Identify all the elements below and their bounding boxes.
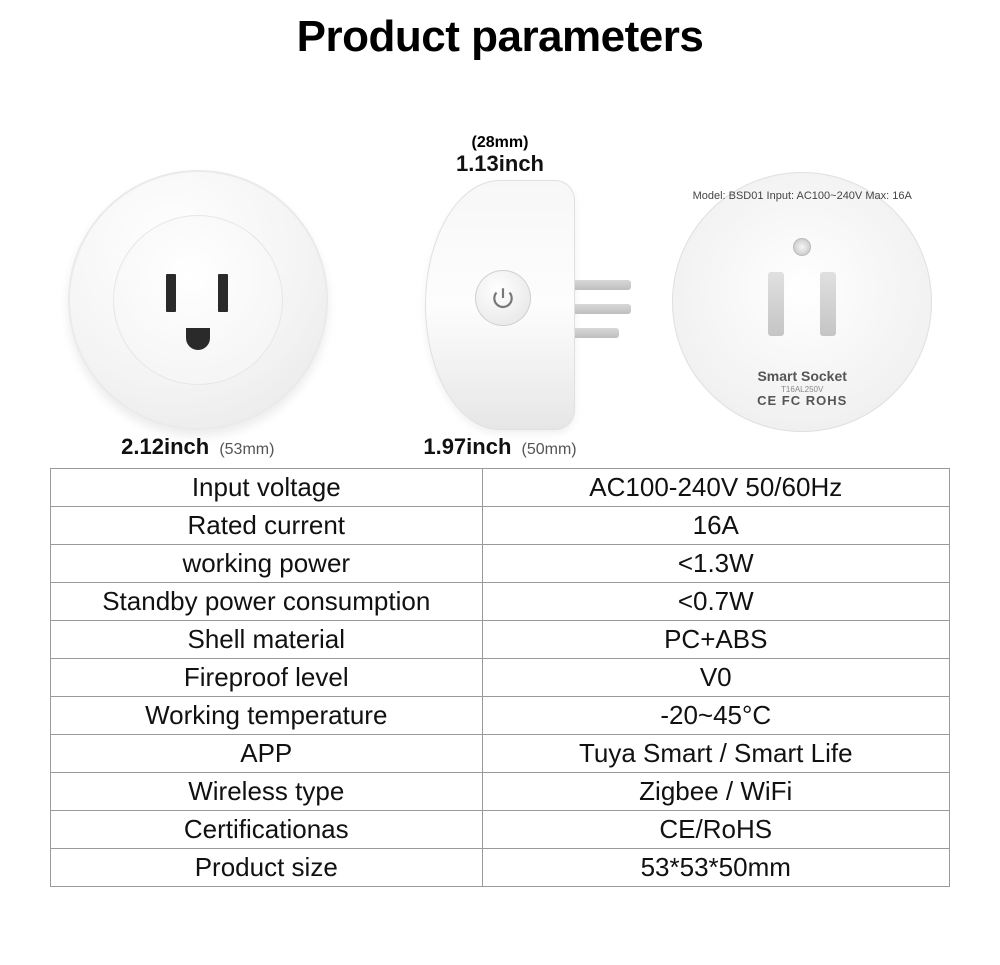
- table-row: Fireproof levelV0: [51, 659, 950, 697]
- spec-table: Input voltageAC100-240V 50/60HzRated cur…: [50, 468, 950, 887]
- front-width-mm: (53mm): [219, 441, 274, 458]
- front-view: 2.12inch (53mm): [68, 170, 328, 460]
- table-row: Product size53*53*50mm: [51, 849, 950, 887]
- spec-value: <0.7W: [482, 583, 949, 621]
- spec-key: Rated current: [51, 507, 483, 545]
- plug-front-illustration: [68, 170, 328, 430]
- spec-value: AC100-240V 50/60Hz: [482, 469, 949, 507]
- side-bottom-dimension: 1.97inch (50mm): [423, 434, 576, 460]
- back-cert-line: CE FC ROHS: [672, 393, 932, 408]
- table-row: working power<1.3W: [51, 545, 950, 583]
- page-title: Product parameters: [0, 0, 1000, 70]
- side-view: (28mm) 1.13inch 1.97inch (50mm): [423, 134, 576, 460]
- spec-key: Input voltage: [51, 469, 483, 507]
- spec-key: Certificationas: [51, 811, 483, 849]
- spec-key: Working temperature: [51, 697, 483, 735]
- spec-value: CE/RoHS: [482, 811, 949, 849]
- spec-value: V0: [482, 659, 949, 697]
- back-label: Smart Socket: [672, 368, 932, 384]
- outlet-slot-left: [166, 274, 176, 312]
- spec-value: Tuya Smart / Smart Life: [482, 735, 949, 773]
- table-row: Standby power consumption<0.7W: [51, 583, 950, 621]
- spec-value: -20~45°C: [482, 697, 949, 735]
- spec-key: working power: [51, 545, 483, 583]
- spec-key: Wireless type: [51, 773, 483, 811]
- front-width-inches: 2.12inch: [121, 434, 209, 459]
- product-views: 2.12inch (53mm) (28mm) 1.13inch 1.97inch: [0, 70, 1000, 460]
- table-row: CertificationasCE/RoHS: [51, 811, 950, 849]
- prong-left: [768, 272, 784, 336]
- spec-key: Fireproof level: [51, 659, 483, 697]
- table-row: Shell materialPC+ABS: [51, 621, 950, 659]
- plug-back-illustration: Model: BSD01 Input: AC100~240V Max: 16A …: [672, 172, 932, 432]
- spec-key: Product size: [51, 849, 483, 887]
- spec-key: Standby power consumption: [51, 583, 483, 621]
- spec-value: PC+ABS: [482, 621, 949, 659]
- outlet-slot-right: [218, 274, 228, 312]
- outlet-ground: [186, 328, 210, 350]
- spec-key: APP: [51, 735, 483, 773]
- back-arc-text: Model: BSD01 Input: AC100~240V Max: 16A: [672, 190, 932, 202]
- side-bottom-inches: 1.97inch: [423, 434, 511, 459]
- ground-pin-icon: [793, 238, 811, 256]
- plug-prongs-side: [575, 266, 631, 352]
- table-row: APPTuya Smart / Smart Life: [51, 735, 950, 773]
- front-width-dimension: 2.12inch (53mm): [121, 434, 274, 460]
- table-row: Input voltageAC100-240V 50/60Hz: [51, 469, 950, 507]
- spec-value: Zigbee / WiFi: [482, 773, 949, 811]
- spec-value: <1.3W: [482, 545, 949, 583]
- table-row: Wireless typeZigbee / WiFi: [51, 773, 950, 811]
- prong-right: [820, 272, 836, 336]
- side-top-inches: 1.13inch: [456, 152, 544, 176]
- side-top-mm: (28mm): [456, 134, 544, 152]
- side-top-dimension: (28mm) 1.13inch: [456, 134, 544, 176]
- spec-key: Shell material: [51, 621, 483, 659]
- spec-value: 53*53*50mm: [482, 849, 949, 887]
- power-button-icon: [475, 270, 531, 326]
- spec-value: 16A: [482, 507, 949, 545]
- back-view: Model: BSD01 Input: AC100~240V Max: 16A …: [672, 172, 932, 460]
- table-row: Working temperature-20~45°C: [51, 697, 950, 735]
- side-bottom-mm: (50mm): [522, 441, 577, 458]
- plug-side-illustration: [425, 180, 575, 430]
- table-row: Rated current16A: [51, 507, 950, 545]
